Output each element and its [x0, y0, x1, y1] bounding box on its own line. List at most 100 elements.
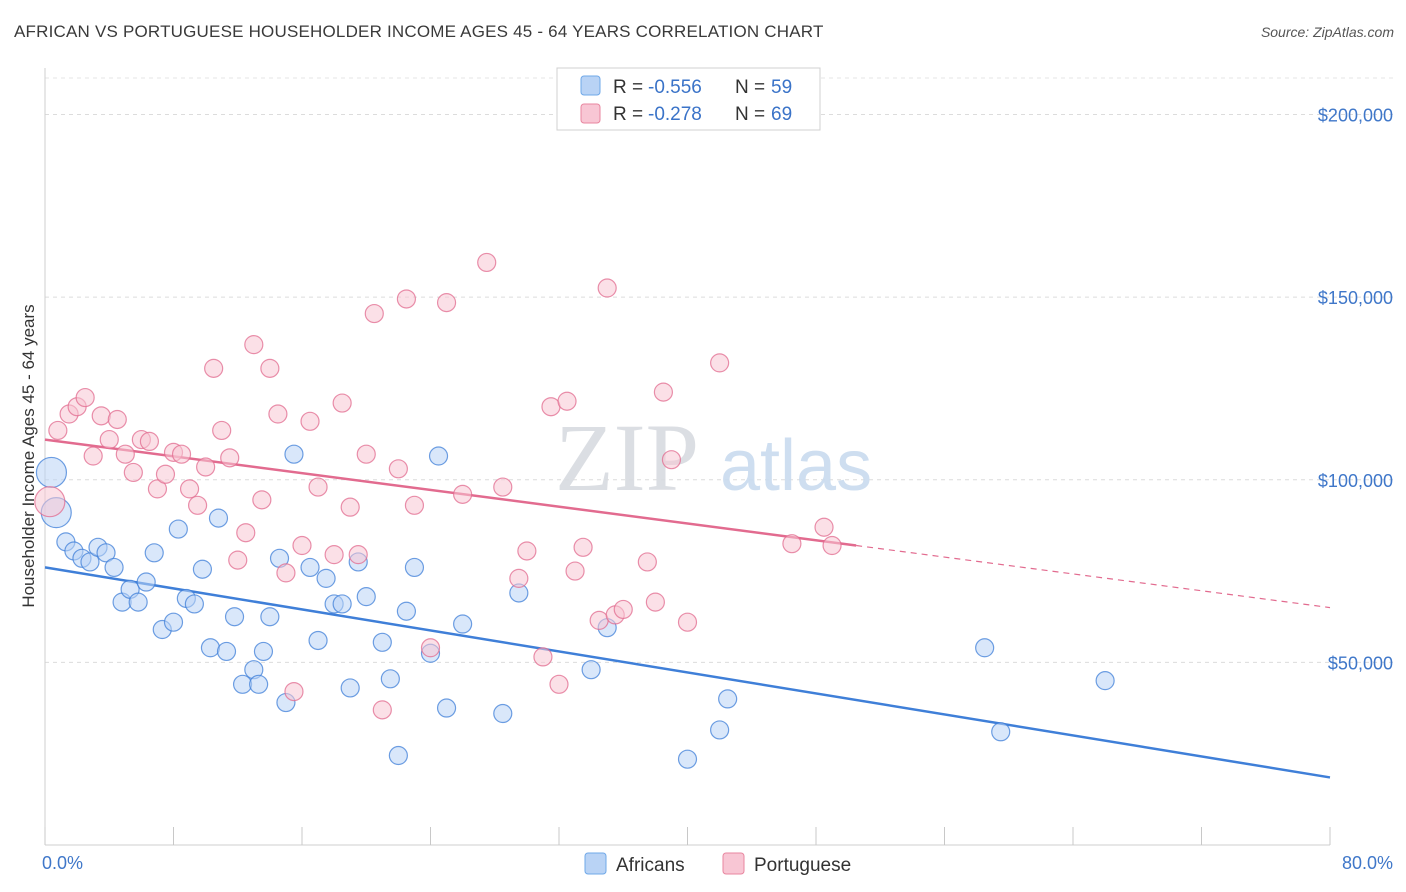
data-point-africans	[80, 552, 100, 572]
legend-row-africans: R = -0.556 N = 59	[580, 75, 792, 98]
data-point-portuguese	[541, 397, 561, 417]
data-point-africans	[216, 641, 237, 662]
data-point-portuguese	[661, 450, 682, 470]
data-point-portuguese	[372, 700, 392, 720]
data-point-portuguese	[83, 446, 103, 466]
data-point-portuguese	[268, 404, 288, 424]
data-point-portuguese	[677, 612, 698, 632]
source-credit: Source: ZipAtlas.com	[1260, 24, 1394, 40]
data-point-portuguese	[645, 592, 665, 612]
data-point-portuguese	[597, 278, 617, 298]
y-tick-label: $100,000	[1318, 471, 1393, 491]
data-point-portuguese	[91, 406, 111, 426]
y-tick-label: $200,000	[1318, 106, 1393, 126]
legend-r-label: R =	[613, 77, 643, 98]
data-point-portuguese	[356, 444, 376, 464]
data-point-portuguese	[565, 561, 585, 581]
data-point-portuguese	[228, 550, 248, 570]
data-point-portuguese	[276, 563, 296, 583]
data-point-portuguese	[252, 490, 272, 510]
data-point-africans	[192, 559, 213, 579]
x-tick-label: 0.0%	[42, 853, 83, 873]
y-tick-labels: $50,000 $100,000 $150,000 $200,000	[1318, 106, 1393, 674]
data-point-portuguese	[236, 523, 256, 543]
data-point-portuguese	[509, 568, 529, 588]
data-point-portuguese	[324, 545, 344, 565]
bottom-legend-swatch-portuguese	[722, 852, 745, 875]
bottom-legend-swatch-africans	[584, 852, 607, 875]
data-point-portuguese	[99, 429, 119, 450]
y-tick-label: $50,000	[1328, 653, 1393, 673]
data-point-portuguese	[388, 459, 408, 479]
data-point-africans	[1095, 671, 1115, 691]
data-point-africans	[316, 568, 336, 588]
data-point-africans	[718, 689, 738, 709]
data-point-portuguese	[814, 517, 834, 537]
data-points	[34, 252, 1115, 769]
data-point-portuguese	[179, 479, 200, 499]
data-point-portuguese	[782, 534, 802, 554]
data-point-portuguese	[549, 674, 569, 694]
x-tick-labels: 0.0% 80.0%	[42, 853, 1393, 873]
trend-line-africans	[44, 566, 1331, 779]
data-point-portuguese	[420, 638, 441, 658]
data-point-africans	[308, 630, 328, 651]
data-point-africans	[104, 557, 124, 578]
data-point-africans	[168, 519, 188, 539]
data-point-africans	[428, 446, 449, 466]
data-point-portuguese	[533, 647, 553, 667]
data-point-portuguese	[637, 552, 657, 572]
x-tick-label: 80.0%	[1342, 853, 1393, 873]
data-point-africans	[332, 594, 352, 614]
bottom-legend-label-africans: Africans	[616, 855, 685, 876]
data-point-portuguese	[48, 420, 68, 441]
data-point-portuguese	[171, 444, 192, 464]
data-point-africans	[249, 674, 269, 694]
data-point-portuguese	[107, 409, 127, 430]
data-point-portuguese	[34, 486, 66, 518]
data-point-portuguese	[710, 353, 730, 373]
data-point-africans	[253, 641, 274, 662]
data-point-africans	[677, 749, 698, 769]
data-point-africans	[372, 632, 392, 652]
data-point-africans	[300, 557, 320, 578]
data-point-portuguese	[204, 358, 224, 378]
data-point-portuguese	[212, 420, 232, 441]
data-point-portuguese	[196, 457, 216, 477]
data-point-portuguese	[436, 293, 457, 313]
trend-extension-portuguese	[856, 544, 1331, 609]
data-point-portuguese	[284, 681, 304, 702]
legend-r-label: R =	[613, 104, 643, 125]
data-point-portuguese	[308, 477, 328, 497]
bottom-legend: Africans Portuguese	[584, 852, 851, 876]
data-point-africans	[975, 638, 995, 658]
data-point-africans	[396, 601, 417, 621]
chart-title: AFRICAN VS PORTUGUESE HOUSEHOLDER INCOME…	[14, 22, 824, 41]
data-point-africans	[35, 456, 68, 489]
data-point-portuguese	[453, 484, 473, 504]
data-point-africans	[340, 678, 360, 698]
data-point-africans	[991, 722, 1011, 742]
data-point-portuguese	[364, 303, 384, 324]
data-point-africans	[200, 638, 221, 658]
legend-r-value-africans: -0.556	[648, 77, 702, 98]
data-point-portuguese	[517, 541, 537, 561]
data-point-portuguese	[155, 464, 176, 484]
data-point-portuguese	[340, 497, 360, 517]
y-axis-label: Householder Income Ages 45 - 64 years	[19, 304, 38, 607]
data-point-africans	[453, 614, 473, 634]
data-point-portuguese	[260, 358, 280, 378]
data-point-portuguese	[573, 537, 593, 557]
data-point-portuguese	[653, 382, 674, 402]
data-point-africans	[260, 607, 280, 627]
data-point-portuguese	[822, 535, 842, 556]
axes	[44, 68, 1331, 846]
data-point-africans	[163, 612, 184, 632]
data-point-africans	[232, 674, 253, 694]
data-point-portuguese	[332, 393, 352, 413]
legend-n-label: N =	[735, 77, 765, 98]
data-point-portuguese	[300, 411, 320, 431]
legend-n-value-portuguese: 69	[771, 104, 792, 125]
watermark: ZIP atlas	[555, 404, 872, 511]
data-point-portuguese	[115, 444, 135, 464]
